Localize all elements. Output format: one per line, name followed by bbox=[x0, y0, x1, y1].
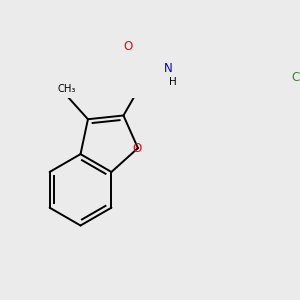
Text: CH₃: CH₃ bbox=[57, 84, 76, 94]
Text: N: N bbox=[164, 62, 173, 75]
Text: O: O bbox=[123, 40, 132, 53]
Text: Cl: Cl bbox=[291, 71, 300, 84]
Text: H: H bbox=[169, 77, 177, 88]
Text: O: O bbox=[132, 142, 142, 154]
